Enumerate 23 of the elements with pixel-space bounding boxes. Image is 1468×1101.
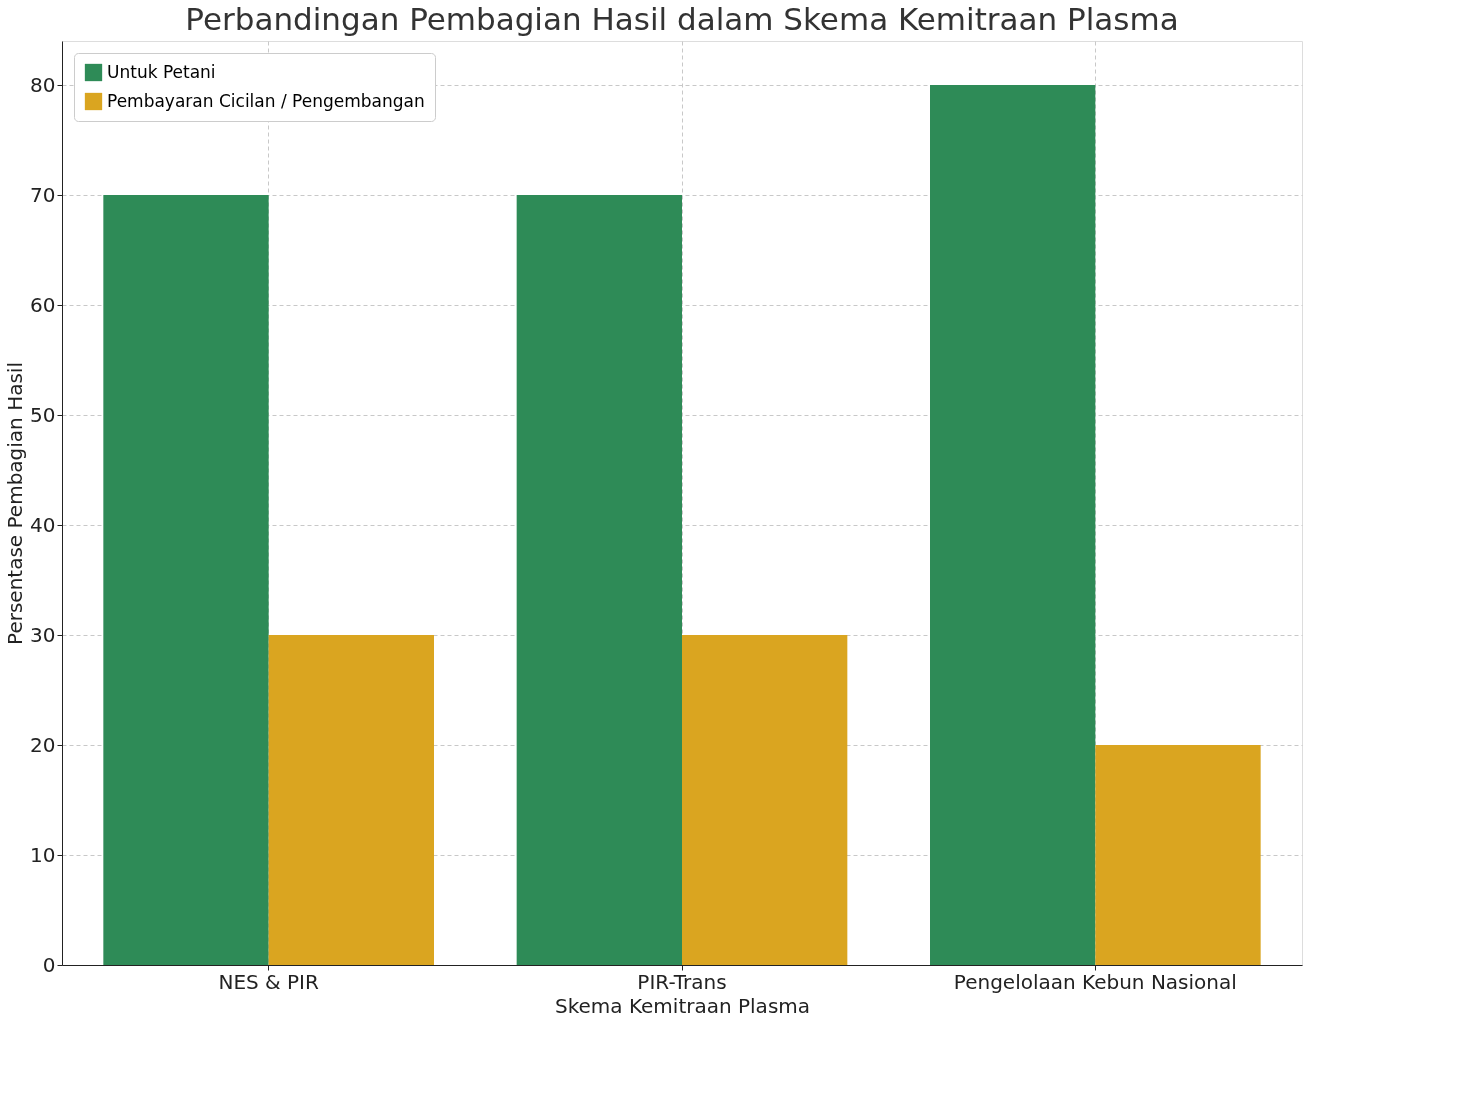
- legend-label: Pembayaran Cicilan / Pengembangan: [107, 90, 425, 111]
- bar: [268, 635, 434, 965]
- chart-title: Perbandingan Pembagian Hasil dalam Skema Kemitraan Plasma: [185, 1, 1179, 37]
- bar: [103, 195, 269, 965]
- y-tick-label: 30: [30, 622, 56, 647]
- y-tick-label: 20: [30, 732, 56, 757]
- bar: [1095, 745, 1261, 965]
- x-axis-title: Skema Kemitraan Plasma: [554, 993, 811, 1018]
- y-tick-label: 70: [30, 182, 56, 207]
- y-axis-title: Persentase Pembagian Hasil: [3, 362, 28, 645]
- x-tick-label: PIR-Trans: [637, 969, 727, 994]
- y-tick-label: 80: [30, 72, 56, 97]
- bar: [682, 635, 848, 965]
- y-tick-label: 50: [30, 402, 56, 427]
- bar: [516, 195, 682, 965]
- y-tick-label: 60: [30, 292, 56, 317]
- y-tick-label: 10: [30, 842, 56, 867]
- y-tick-label: 0: [42, 952, 56, 977]
- bar: [930, 85, 1096, 965]
- legend-label: Untuk Petani: [107, 61, 216, 82]
- y-tick-label: 40: [30, 512, 56, 537]
- x-tick-label: Pengelolaan Kebun Nasional: [953, 969, 1237, 994]
- x-tick-label: NES & PIR: [218, 969, 319, 994]
